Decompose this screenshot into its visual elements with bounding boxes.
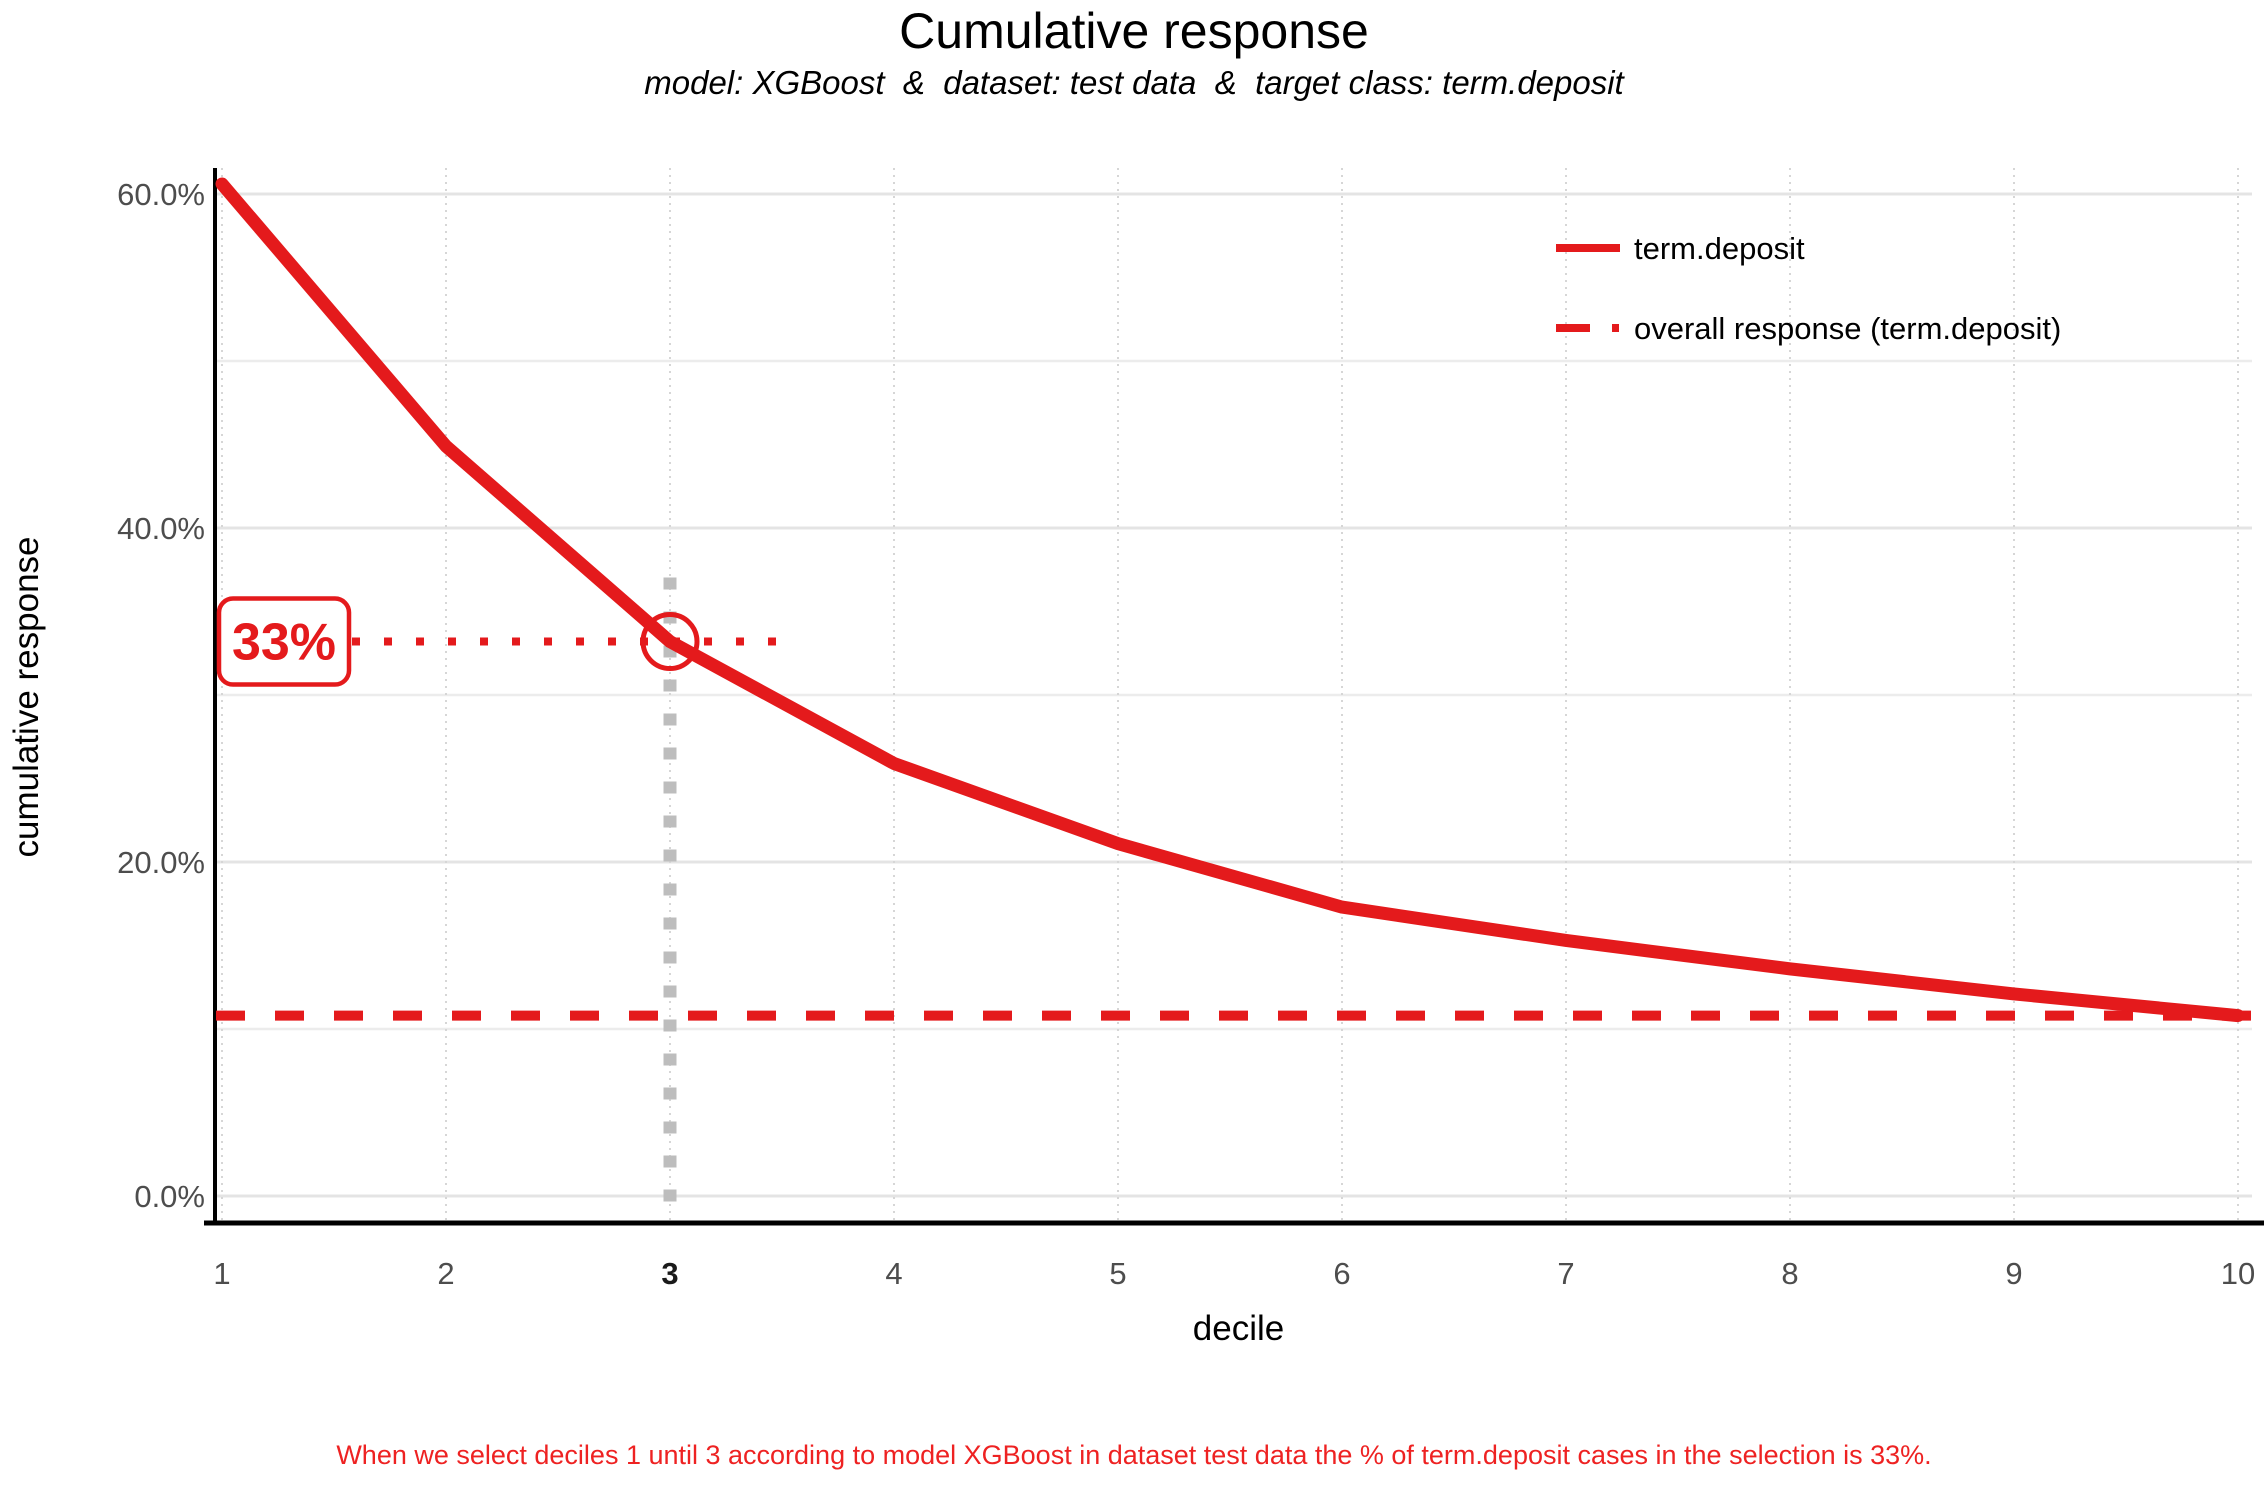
x-tick-label: 2 <box>437 1256 454 1291</box>
y-tick-label: 20.0% <box>117 845 205 880</box>
x-tick-label: 7 <box>1557 1256 1574 1291</box>
y-axis-title: cumulative response <box>7 537 46 858</box>
x-tick-label: 4 <box>885 1256 902 1291</box>
chart-caption: When we select deciles 1 until 3 accordi… <box>336 1440 1932 1470</box>
y-tick-label: 0.0% <box>134 1179 205 1214</box>
annotation-label: 33% <box>232 614 336 672</box>
annotation-circle <box>640 612 700 672</box>
chart-subtitle: model: XGBoost & dataset: test data & ta… <box>644 64 1624 101</box>
x-tick-label: 1 <box>213 1256 230 1291</box>
chart-title: Cumulative response <box>899 3 1369 59</box>
y-tick-label: 60.0% <box>117 177 205 212</box>
x-axis-title: decile <box>1193 1309 1284 1348</box>
x-tick-label: 8 <box>1781 1256 1798 1291</box>
x-tick-label: 9 <box>2005 1256 2022 1291</box>
x-tick-label: 6 <box>1333 1256 1350 1291</box>
annotation-label-box <box>216 596 352 687</box>
x-tick-label: 10 <box>2221 1256 2255 1291</box>
y-tick-label: 40.0% <box>117 511 205 546</box>
legend-label: term.deposit <box>1634 231 1805 266</box>
legend-label: overall response (term.deposit) <box>1634 311 2061 346</box>
x-tick-label: 3 <box>661 1256 678 1291</box>
series-line-term-deposit <box>215 177 2245 1023</box>
x-tick-label: 5 <box>1109 1256 1126 1291</box>
